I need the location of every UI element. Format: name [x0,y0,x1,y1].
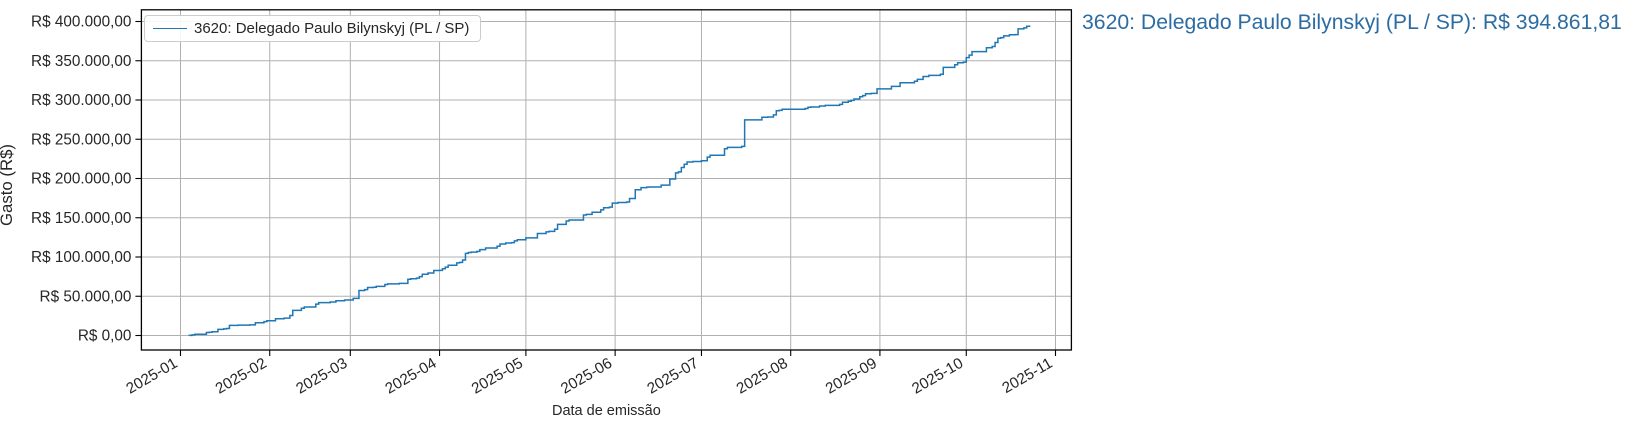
svg-text:R$ 50.000,00: R$ 50.000,00 [40,288,132,305]
svg-text:R$ 250.000,00: R$ 250.000,00 [31,131,131,148]
svg-text:R$ 100.000,00: R$ 100.000,00 [31,249,131,266]
svg-text:R$ 350.000,00: R$ 350.000,00 [31,53,131,70]
svg-text:R$ 300.000,00: R$ 300.000,00 [31,92,131,109]
svg-text:R$ 0,00: R$ 0,00 [78,328,132,345]
svg-text:R$ 400.000,00: R$ 400.000,00 [31,14,131,31]
svg-text:R$ 200.000,00: R$ 200.000,00 [31,171,131,188]
svg-text:R$ 150.000,00: R$ 150.000,00 [31,210,131,227]
